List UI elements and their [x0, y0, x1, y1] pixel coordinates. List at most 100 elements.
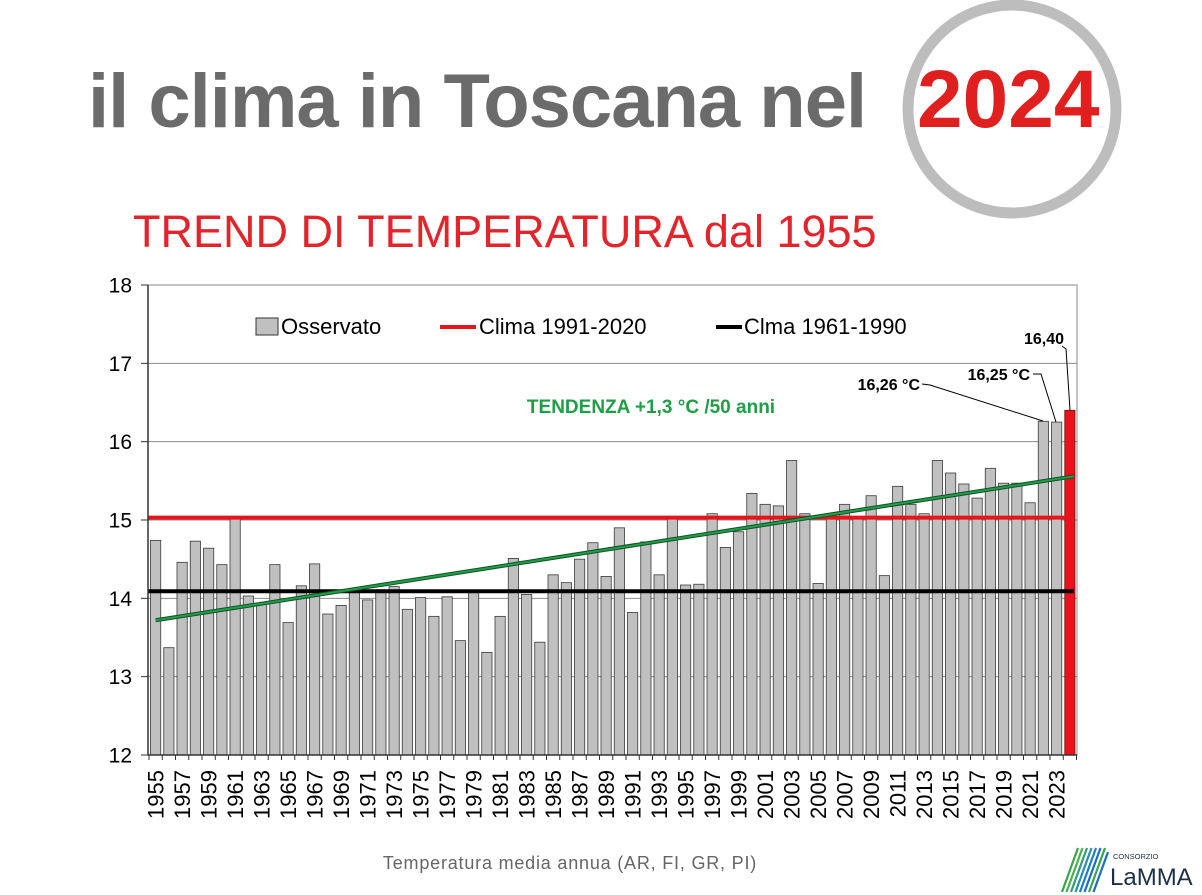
slide-year: 2024	[917, 54, 1100, 145]
x-tick-label-2023: 2023	[1045, 770, 1070, 819]
bar-2003	[786, 460, 798, 756]
bar-1991	[627, 612, 639, 756]
x-tick-label-2003: 2003	[780, 770, 805, 819]
bar-2010	[878, 575, 890, 756]
x-tick-label-1981: 1981	[488, 770, 513, 819]
x-ticks: 1955 1957 1959 1961 1963 1965 1967 1969 1971 1973…	[144, 755, 1077, 819]
bar-2023	[1051, 421, 1063, 756]
bar-1970	[348, 591, 360, 756]
year-circle	[902, 0, 1122, 219]
annotation-leader-2023	[1033, 373, 1057, 423]
x-tick-label-1997: 1997	[700, 770, 725, 819]
annotation-leader-2024	[1061, 345, 1071, 411]
logo-organization: CONSORZIO	[1113, 852, 1159, 861]
bar-1985	[547, 574, 559, 756]
bar-2021	[1024, 502, 1036, 756]
x-tick-label-2013: 2013	[912, 770, 937, 819]
x-tick-label-2011: 2011	[886, 770, 911, 817]
y-ticks: 12 13 14 15 16 17 18	[109, 275, 148, 768]
bar-1973	[388, 586, 400, 756]
bar-2016	[958, 483, 970, 756]
bar-1976	[428, 615, 440, 756]
x-tick-label-1987: 1987	[568, 770, 593, 819]
x-tick-label-1991: 1991	[621, 770, 646, 819]
bar-1987	[574, 558, 586, 756]
bar-2001	[759, 503, 771, 756]
annotation-2022: 16,26 °C	[858, 377, 921, 394]
bar-2018	[984, 467, 996, 756]
y-tick-label-17: 17	[109, 353, 132, 376]
bar-1961	[229, 518, 241, 756]
legend-swatch-osservato	[255, 317, 279, 336]
lamma-logo-mark	[1060, 847, 1110, 893]
x-tick-label-1963: 1963	[250, 770, 275, 819]
x-tick-label-1965: 1965	[276, 770, 301, 819]
bar-2013	[918, 513, 930, 756]
bar-2017	[971, 497, 983, 756]
bar-1969	[335, 604, 347, 756]
x-tick-label-1983: 1983	[515, 770, 540, 819]
bar-1972	[375, 589, 387, 756]
bar-2024	[1064, 409, 1076, 756]
x-tick-label-2015: 2015	[939, 770, 964, 819]
annotations: 16,26 °C 16,25 °C 16,40	[858, 331, 1071, 423]
bar-1999	[733, 531, 745, 756]
trend-label: TENDENZA +1,3 °C /50 anni	[527, 397, 775, 418]
chart-caption: Temperatura media annua (AR, FI, GR, PI)	[382, 853, 758, 873]
slide-subtitle: TREND DI TEMPERATURA dal 1955	[133, 206, 877, 257]
bar-2014	[931, 460, 943, 756]
annotation-leader-2022	[921, 383, 1044, 422]
bar-1978	[454, 640, 466, 756]
x-tick-label-2021: 2021	[1018, 770, 1043, 819]
bar-2022	[1037, 420, 1049, 756]
bar-1958	[189, 540, 201, 756]
bar-2020	[1011, 482, 1023, 756]
bar-1986	[560, 582, 572, 756]
x-tick-label-2005: 2005	[806, 770, 831, 819]
x-tick-label-1999: 1999	[727, 770, 752, 819]
x-tick-label-2001: 2001	[753, 770, 778, 819]
bar-1993	[653, 574, 665, 756]
bar-2000	[746, 492, 758, 756]
bar-1995	[680, 584, 692, 756]
bar-1979	[468, 590, 480, 756]
logo-name: LaMMA	[1110, 864, 1193, 891]
x-tick-label-1993: 1993	[647, 770, 672, 819]
bar-1989	[600, 576, 612, 756]
y-tick-label-16: 16	[109, 431, 132, 454]
bars	[150, 409, 1076, 756]
bar-1959	[203, 547, 215, 756]
bar-1982	[507, 557, 519, 756]
x-tick-label-1989: 1989	[594, 770, 619, 819]
bar-1990	[613, 527, 625, 756]
bar-1974	[401, 608, 413, 756]
bar-2009	[865, 495, 877, 756]
bar-1966	[295, 585, 307, 756]
annotation-2024: 16,40	[1024, 331, 1064, 348]
x-tick-label-2007: 2007	[833, 770, 858, 819]
bar-1983	[521, 594, 533, 756]
x-tick-label-1975: 1975	[409, 770, 434, 819]
y-tick-label-14: 14	[109, 588, 133, 611]
bar-2006	[825, 515, 837, 756]
bar-1998	[719, 547, 731, 756]
x-tick-label-1979: 1979	[462, 770, 487, 819]
x-tick-label-1955: 1955	[144, 770, 169, 819]
x-tick-label-2017: 2017	[965, 770, 990, 819]
y-tick-label-12: 12	[109, 745, 132, 768]
x-tick-label-2009: 2009	[859, 770, 884, 819]
bar-2011	[892, 485, 904, 756]
bar-2005	[812, 583, 824, 756]
bar-1975	[415, 597, 427, 756]
bar-2004	[799, 513, 811, 756]
bar-1992	[640, 541, 652, 756]
bar-2019	[998, 482, 1010, 756]
bar-1988	[587, 542, 599, 756]
trend-line	[155, 475, 1075, 622]
legend: Osservato Clima 1991-2020 Clma 1961-1990	[255, 314, 907, 339]
x-tick-label-1967: 1967	[303, 770, 328, 819]
x-tick-label-1971: 1971	[356, 770, 381, 819]
bar-1955	[150, 539, 162, 756]
